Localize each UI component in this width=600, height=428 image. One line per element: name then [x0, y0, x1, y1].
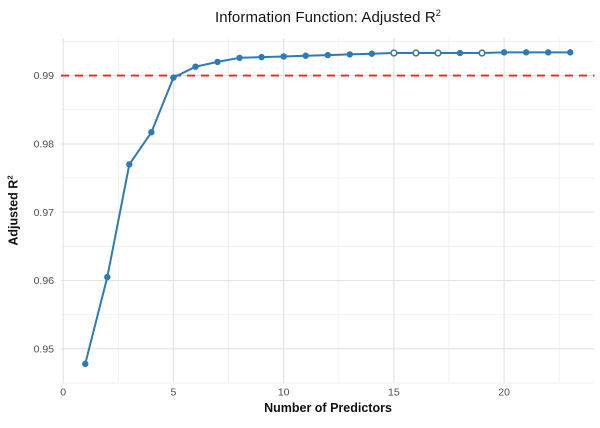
x-tick-label: 0 — [60, 387, 66, 399]
y-axis-title: Adjusted R2 — [6, 111, 23, 311]
chart-title-superscript: 2 — [435, 8, 442, 18]
y-tick-label: 0.96 — [34, 275, 55, 287]
y-axis-title-text: Adjusted R — [6, 179, 21, 246]
chart-title-text: Information Function: Adjusted R — [214, 9, 436, 26]
panel-background — [61, 38, 595, 383]
data-point — [280, 53, 287, 60]
x-tick-label: 20 — [498, 387, 510, 399]
y-tick-label: 0.99 — [34, 70, 55, 82]
data-point — [192, 63, 199, 70]
data-point-open — [390, 49, 398, 57]
y-axis-title-superscript: 2 — [5, 175, 15, 180]
data-point — [148, 129, 155, 136]
data-point — [324, 51, 331, 59]
data-point — [104, 273, 111, 281]
data-point — [258, 53, 265, 61]
data-point — [214, 58, 221, 66]
data-point-open — [434, 49, 442, 57]
data-point — [567, 49, 574, 56]
data-point-open — [412, 49, 420, 57]
x-tick-label: 5 — [171, 387, 177, 399]
y-tick-label: 0.95 — [34, 343, 55, 355]
x-axis-title: Number of Predictors — [264, 401, 392, 415]
data-point — [545, 49, 552, 56]
data-point — [170, 74, 177, 81]
data-point — [236, 54, 243, 62]
data-point — [522, 49, 530, 56]
y-tick-label: 0.97 — [34, 207, 55, 219]
data-point — [368, 50, 376, 57]
data-point — [82, 360, 89, 368]
x-tick-label: 10 — [278, 387, 290, 399]
data-point — [126, 161, 133, 168]
data-point — [346, 51, 353, 58]
chart-title: Information Function: Adjusted R2 — [61, 8, 595, 26]
data-point — [500, 49, 508, 56]
data-point — [302, 52, 309, 59]
y-tick-label: 0.98 — [34, 138, 55, 150]
data-point — [456, 49, 464, 57]
data-point-open — [478, 49, 486, 57]
x-tick-label: 15 — [388, 387, 400, 399]
